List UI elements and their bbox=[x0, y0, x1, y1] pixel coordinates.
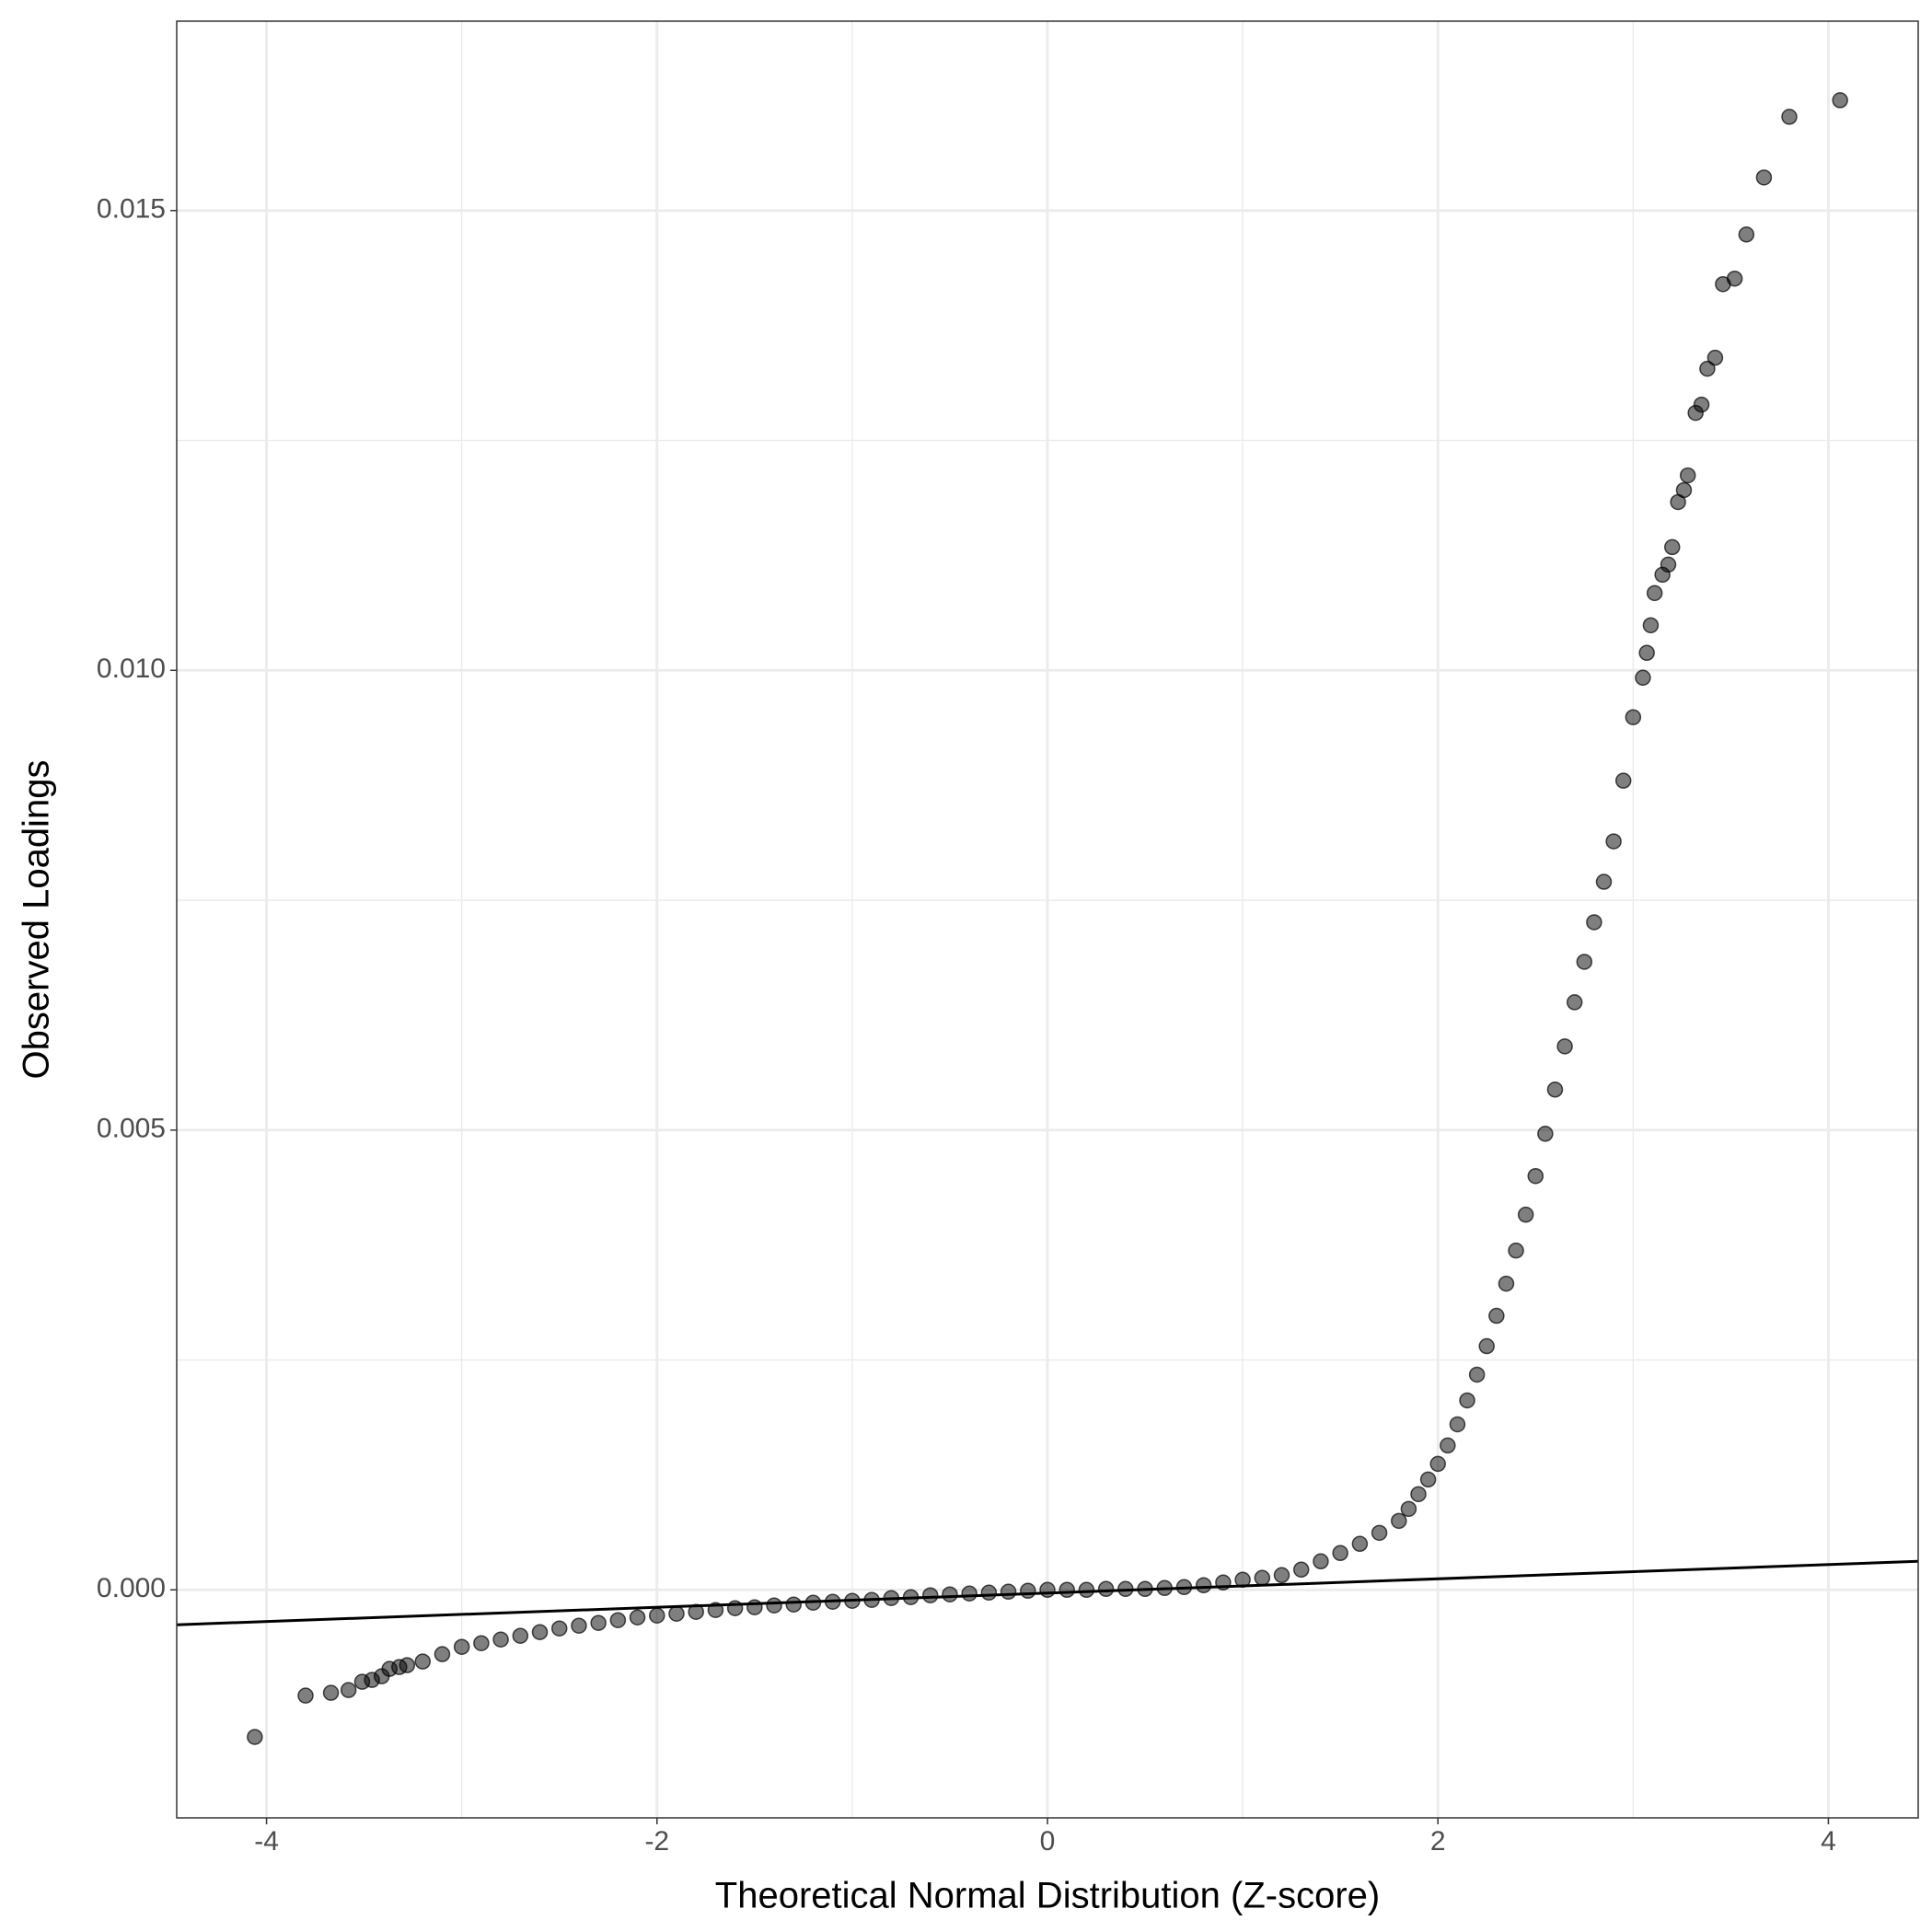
point bbox=[247, 1729, 263, 1745]
point bbox=[609, 1612, 627, 1628]
point bbox=[1660, 556, 1677, 573]
point bbox=[1517, 1206, 1534, 1223]
point bbox=[1097, 1580, 1115, 1598]
point bbox=[550, 1620, 568, 1637]
point bbox=[492, 1631, 509, 1648]
point bbox=[297, 1687, 314, 1704]
y-tick-label: 0.010 bbox=[97, 654, 166, 684]
point bbox=[649, 1607, 665, 1624]
point bbox=[1663, 538, 1681, 556]
point bbox=[1440, 1437, 1456, 1454]
y-tick-label: 0.015 bbox=[97, 194, 166, 225]
point bbox=[668, 1605, 685, 1622]
point bbox=[1410, 1486, 1427, 1503]
point bbox=[1468, 1366, 1486, 1383]
point bbox=[1595, 873, 1613, 890]
point bbox=[1478, 1337, 1495, 1355]
point bbox=[1000, 1583, 1017, 1601]
x-tick-label: 2 bbox=[1430, 1826, 1446, 1857]
point bbox=[1332, 1544, 1348, 1562]
point bbox=[1726, 270, 1743, 287]
point bbox=[399, 1657, 416, 1673]
point bbox=[1605, 833, 1622, 850]
x-tick-label: -2 bbox=[644, 1826, 669, 1857]
point bbox=[1586, 914, 1602, 931]
point bbox=[1020, 1582, 1036, 1600]
point bbox=[1638, 644, 1655, 662]
point bbox=[414, 1653, 432, 1670]
point bbox=[322, 1684, 340, 1701]
point bbox=[746, 1599, 763, 1615]
point bbox=[1351, 1535, 1369, 1553]
point bbox=[473, 1635, 490, 1651]
point bbox=[1371, 1524, 1388, 1542]
point bbox=[1419, 1471, 1437, 1488]
point bbox=[1576, 954, 1593, 970]
point bbox=[1706, 349, 1724, 366]
point bbox=[961, 1585, 978, 1602]
point bbox=[1498, 1275, 1515, 1292]
point bbox=[1459, 1392, 1475, 1409]
point bbox=[921, 1587, 939, 1603]
point bbox=[1693, 396, 1710, 413]
y-tick-label: 0.000 bbox=[97, 1573, 166, 1603]
point bbox=[531, 1624, 549, 1640]
y-tick-label: 0.005 bbox=[97, 1114, 166, 1144]
point bbox=[1391, 1512, 1407, 1530]
point bbox=[1488, 1307, 1505, 1325]
x-tick-label: 0 bbox=[1040, 1826, 1056, 1857]
point bbox=[1781, 109, 1798, 125]
point bbox=[1755, 169, 1773, 186]
point bbox=[434, 1646, 451, 1662]
y-axis-title: Observed Loadings bbox=[17, 760, 57, 1080]
point bbox=[1195, 1577, 1212, 1594]
point bbox=[629, 1609, 646, 1625]
point bbox=[512, 1627, 529, 1644]
point bbox=[1635, 669, 1651, 687]
point bbox=[1566, 994, 1583, 1011]
point bbox=[1738, 226, 1755, 243]
point bbox=[1646, 584, 1663, 602]
point bbox=[942, 1586, 958, 1602]
point bbox=[1679, 467, 1696, 484]
point bbox=[1556, 1038, 1573, 1055]
point bbox=[1254, 1569, 1271, 1587]
point bbox=[1429, 1455, 1446, 1473]
point bbox=[1675, 481, 1693, 499]
x-axis-title: Theoretical Normal Distribution (Z-score… bbox=[715, 1876, 1380, 1916]
point bbox=[1614, 772, 1632, 789]
point bbox=[1292, 1561, 1310, 1579]
point bbox=[1537, 1126, 1554, 1142]
point bbox=[1527, 1167, 1544, 1185]
point bbox=[453, 1638, 470, 1655]
x-tick-label: 4 bbox=[1821, 1826, 1836, 1857]
point bbox=[1699, 360, 1716, 377]
x-tick-label: -4 bbox=[254, 1826, 279, 1857]
point bbox=[980, 1584, 998, 1602]
point bbox=[1449, 1416, 1466, 1433]
point bbox=[1546, 1082, 1564, 1098]
point bbox=[1039, 1581, 1056, 1599]
point bbox=[571, 1617, 587, 1634]
point bbox=[1059, 1581, 1075, 1599]
point bbox=[340, 1682, 357, 1698]
point bbox=[1508, 1242, 1524, 1259]
point bbox=[1273, 1567, 1290, 1584]
point bbox=[1832, 92, 1848, 109]
point bbox=[785, 1596, 803, 1613]
point bbox=[1400, 1500, 1417, 1518]
point bbox=[1078, 1581, 1095, 1599]
point bbox=[766, 1597, 782, 1614]
point bbox=[1642, 617, 1660, 634]
point bbox=[1625, 709, 1642, 725]
reference-line bbox=[176, 1559, 1919, 1626]
point bbox=[1313, 1553, 1329, 1570]
plot-border bbox=[176, 20, 1919, 1819]
point bbox=[590, 1614, 607, 1631]
